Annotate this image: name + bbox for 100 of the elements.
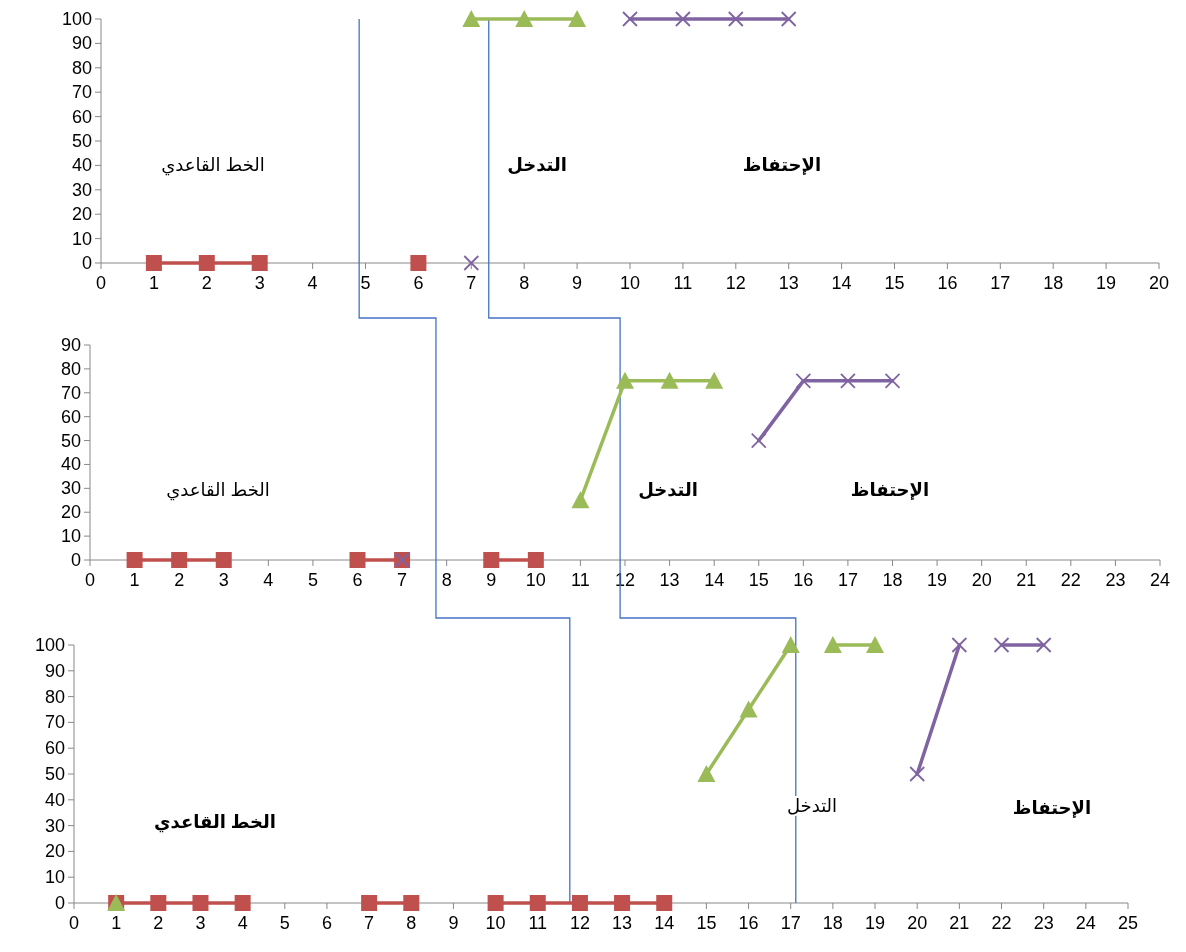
x-tick-label: 4 [263,570,274,590]
x-tick-label: 2 [174,570,185,590]
x-tick-label: 1 [129,570,140,590]
x-tick-label: 19 [927,570,948,590]
annotation: الخط القاعدي [161,155,265,176]
y-tick-label: 60 [71,106,92,127]
x-tick-label: 21 [1016,570,1037,590]
x-tick-label: 17 [837,570,858,590]
x-tick-label: 23 [1033,913,1054,933]
x-tick-label: 18 [882,570,903,590]
y-tick-label: 20 [44,841,65,862]
x-tick-label: 8 [406,913,417,933]
x-tick-label: 18 [822,913,843,933]
x-tick-label: 5 [307,570,318,590]
y-tick-label: 80 [44,686,65,707]
x-tick-label: 13 [659,570,680,590]
x-tick-label: 10 [525,570,546,590]
x-tick-label: 8 [519,273,530,293]
y-tick-label: 100 [34,635,65,655]
x-tick-label: 13 [778,273,799,293]
x-tick-label: 2 [201,273,212,293]
x-tick-label: 13 [612,913,633,933]
x-tick-label: 7 [466,273,477,293]
y-tick-label: 90 [60,335,81,355]
annotation: التدخل [638,480,698,500]
annotation: الإحتفاظ [850,480,930,500]
x-tick-label: 4 [237,913,248,933]
y-tick-label: 50 [60,430,81,451]
annotation: الخط القاعدي [153,812,277,833]
y-tick-label: 20 [60,502,81,523]
x-tick-label: 11 [528,913,548,933]
x-tick-label: 12 [725,273,746,293]
annotation: الإحتفاظ [1012,798,1092,818]
y-tick-label: 60 [44,738,65,759]
y-tick-label: 30 [71,179,92,200]
x-tick-label: 12 [569,913,590,933]
y-tick-label: 60 [60,406,81,427]
y-tick-label: 70 [71,82,92,103]
x-tick-label: 11 [571,570,590,590]
x-tick-label: 11 [673,273,693,293]
x-tick-label: 10 [619,273,641,293]
y-tick-label: 30 [60,478,81,499]
annotation: الخط القاعدي [166,480,270,501]
x-tick-label: 25 [1117,913,1139,933]
y-tick-label: 30 [44,815,65,836]
x-tick-label: 21 [949,913,970,933]
y-tick-label: 0 [81,253,92,273]
y-tick-label: 80 [71,57,92,78]
x-tick-label: 5 [360,273,371,293]
x-tick-label: 24 [1149,570,1171,590]
y-tick-label: 70 [60,382,81,403]
x-tick-label: 6 [413,273,424,293]
x-tick-label: 16 [793,570,814,590]
y-tick-label: 50 [44,764,65,784]
x-tick-label: 12 [614,570,636,590]
y-tick-label: 0 [70,550,81,570]
x-tick-label: 16 [738,913,759,933]
x-tick-label: 17 [780,913,801,933]
x-tick-label: 3 [195,913,206,933]
annotation: التدخل [507,155,567,175]
y-tick-label: 10 [60,526,81,547]
x-tick-label: 18 [1043,273,1064,293]
x-tick-label: 19 [865,913,886,933]
x-tick-label: 9 [572,273,583,293]
x-tick-label: 15 [696,913,717,933]
x-tick-label: 22 [1060,570,1081,590]
y-tick-label: 40 [44,789,65,810]
x-tick-label: 9 [448,913,459,933]
x-tick-label: 10 [485,913,506,933]
x-tick-label: 15 [884,273,905,293]
x-tick-label: 16 [937,273,958,293]
y-tick-label: 70 [44,712,65,733]
x-tick-label: 22 [991,913,1012,933]
x-tick-label: 14 [831,273,852,293]
x-tick-label: 14 [704,570,725,590]
x-tick-label: 0 [95,273,107,293]
y-tick-label: 50 [71,131,92,151]
x-tick-label: 20 [971,570,992,590]
y-tick-label: 10 [44,867,65,888]
x-tick-label: 6 [352,570,363,590]
x-tick-label: 20 [1148,273,1170,293]
x-tick-label: 15 [748,570,769,590]
x-tick-label: 23 [1105,570,1126,590]
x-tick-label: 4 [307,273,318,293]
annotation: الإحتفاظ [742,155,822,175]
y-tick-label: 90 [71,33,92,54]
x-tick-label: 14 [654,913,675,933]
x-tick-label: 19 [1096,273,1117,293]
x-tick-label: 1 [148,273,159,293]
x-tick-label: 1 [111,913,122,933]
x-tick-label: 6 [321,913,332,933]
x-tick-label: 17 [990,273,1011,293]
y-tick-label: 40 [60,454,81,475]
x-tick-label: 8 [441,570,452,590]
x-tick-label: 3 [254,273,265,293]
y-tick-label: 90 [44,660,65,681]
y-tick-label: 40 [71,155,92,176]
y-tick-label: 0 [54,893,65,913]
y-tick-label: 10 [71,228,92,249]
x-tick-label: 2 [153,913,164,933]
